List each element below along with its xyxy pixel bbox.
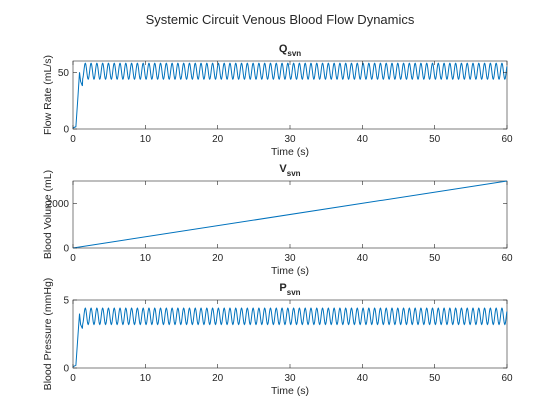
y-tick-label: 2000	[47, 199, 70, 210]
x-tick-label: 30	[284, 373, 296, 384]
x-tick-label: 0	[70, 134, 76, 145]
y-tick-label: 50	[58, 68, 70, 79]
y-tick-label: 0	[63, 364, 69, 375]
x-tick-label: 10	[140, 253, 152, 264]
series-line-flow-0	[72, 62, 508, 129]
x-tick-label: 0	[70, 253, 76, 264]
x-tick-label: 50	[429, 253, 441, 264]
x-tick-label: 40	[357, 253, 369, 264]
x-axis-label: Time (s)	[271, 265, 309, 277]
y-tick-label: 5	[63, 296, 69, 307]
subplot-title: Psvn	[279, 282, 300, 297]
x-axis-label: Time (s)	[271, 385, 309, 397]
x-tick-label: 10	[140, 373, 152, 384]
subplot-flow: 0 10 20 30 40 50 60 0 50 Time (s) Flow Rate (mL/s)…	[42, 43, 513, 158]
subplot-title: Vsvn	[279, 163, 300, 178]
x-tick-label: 60	[501, 134, 513, 145]
x-tick-label: 40	[357, 134, 369, 145]
x-tick-label: 20	[212, 253, 224, 264]
y-axis-label: Flow Rate (mL/s)	[42, 55, 54, 135]
series-line-pressure-0	[72, 307, 508, 368]
y-tick-label: 0	[63, 244, 69, 255]
x-axis-label: Time (s)	[271, 146, 309, 158]
x-tick-label: 0	[70, 373, 76, 384]
figure-title: Systemic Circuit Venous Blood Flow Dynam…	[146, 12, 415, 27]
subplot-pressure: 0 10 20 30 40 50 60 0 5 Time (s) Blood Pressure (m…	[42, 278, 513, 397]
subplot-volume: 0 10 20 30 40 50 60 0 2000 Time (s) Blood Volume (…	[42, 163, 513, 277]
x-tick-label: 20	[212, 373, 224, 384]
x-tick-label: 60	[501, 253, 513, 264]
series-line-volume-0	[72, 180, 508, 249]
x-tick-label: 50	[429, 134, 441, 145]
y-axis-label: Blood Pressure (mmHg)	[42, 278, 54, 391]
y-tick-label: 0	[63, 125, 69, 136]
subplot-title: Qsvn	[279, 43, 301, 58]
x-tick-label: 30	[284, 253, 296, 264]
x-tick-label: 50	[429, 373, 441, 384]
x-tick-label: 40	[357, 373, 369, 384]
x-tick-label: 30	[284, 134, 296, 145]
x-tick-label: 10	[140, 134, 152, 145]
x-tick-label: 20	[212, 134, 224, 145]
plot-frame	[72, 60, 508, 130]
x-tick-label: 60	[501, 373, 513, 384]
y-axis-label: Blood Volume (mL)	[42, 170, 54, 259]
